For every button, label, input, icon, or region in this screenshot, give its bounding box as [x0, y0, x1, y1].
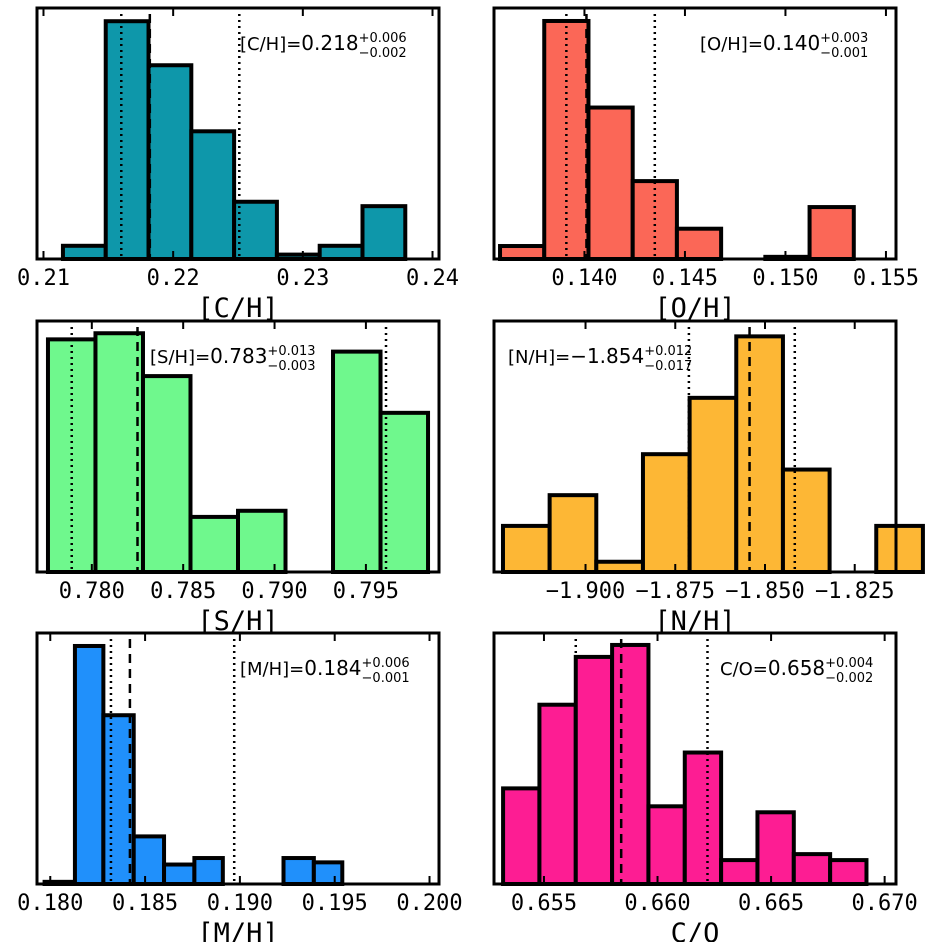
histogram-bar: [236, 508, 288, 574]
x-tick-label: 0.785: [150, 579, 216, 604]
histogram-bar: [140, 374, 193, 574]
histogram-bar: [630, 179, 679, 262]
x-tick-label: 0.190: [207, 891, 273, 916]
x-tick-label: −1.875: [636, 579, 715, 604]
x-tick-label: −1.825: [815, 579, 894, 604]
histogram-bar: [586, 105, 635, 261]
x-tick-label: 0.780: [59, 579, 125, 604]
histogram-bar: [610, 642, 651, 887]
histogram-panel-5: 0.180 0.185 0.190 0.195 0.200 [M/H] [M/H]=0.18…: [17, 631, 463, 942]
histogram-bar: [131, 834, 167, 886]
histogram-bar: [192, 856, 225, 887]
x-tick-label: 0.140: [551, 266, 617, 291]
x-axis-label: C/O: [671, 918, 720, 942]
histogram-bar: [317, 243, 365, 262]
histogram-panel-3: 0.780 0.785 0.790 0.795[S/H][S/H]=0.783+0.0…: [35, 319, 441, 637]
histogram-bar: [162, 862, 197, 887]
axes-frame: [35, 6, 441, 261]
histogram-panel-4: −1.900 −1.875 −1.850 −1.825[N/H][N/H]=−1.85…: [492, 319, 925, 637]
histogram-bar: [498, 244, 547, 262]
histogram-bar: [734, 334, 785, 574]
axes-frame: [492, 6, 898, 261]
median-annotation: C/O=0.658+0.004 −0.002: [720, 656, 873, 686]
histogram-bar: [188, 514, 240, 575]
x-tick-label: 0.195: [302, 891, 368, 916]
histogram-bar: [674, 226, 724, 261]
x-tick-label: −1.850: [725, 579, 804, 604]
x-tick-label: 0.660: [624, 891, 690, 916]
histogram-bar: [719, 858, 760, 886]
histogram-bar: [791, 852, 833, 886]
histogram-bar: [72, 643, 106, 887]
x-axis-label: [C/H]: [197, 293, 278, 324]
median-annotation: [M/H]=0.184+0.006 −0.001: [240, 656, 410, 686]
x-axis-label: [M/H]: [197, 918, 278, 942]
x-tick-label: 0.21: [17, 266, 70, 291]
median-annotation: [C/H]=0.218+0.006 −0.002: [240, 31, 407, 61]
histogram-bar: [101, 713, 136, 886]
histogram-bar: [146, 63, 194, 261]
histogram-bar: [93, 331, 145, 574]
histogram-bar: [500, 523, 552, 574]
x-tick-label: 0.200: [396, 891, 462, 916]
histogram-bar: [828, 858, 869, 886]
x-tick-label: 0.150: [752, 266, 818, 291]
x-tick-label: 0.23: [276, 266, 329, 291]
histogram-panel-6: 0.655 0.660 0.665 0.670 C/O C/O=0.658+0.004 −0…: [492, 631, 918, 942]
histogram-bar: [874, 523, 925, 574]
histogram-panel-2: 0.140 0.145 0.150 0.155 [O/H] [O/H]=0.140+0.0…: [492, 6, 919, 324]
x-tick-label: 0.665: [738, 891, 804, 916]
histogram-bar: [331, 349, 383, 574]
histogram-bar: [807, 205, 856, 262]
histogram-bar: [537, 702, 578, 887]
axes-frame: [492, 631, 898, 886]
histogram-bar: [378, 410, 431, 574]
histogram-bar: [360, 204, 408, 262]
histogram-panel-1: 0.21 0.22 0.23 0.24 [C/H] [C/H]=0.218+0.006 −0…: [17, 6, 459, 324]
histogram-bar: [755, 810, 796, 886]
x-tick-label: 0.155: [853, 266, 919, 291]
histogram-bar: [640, 452, 692, 575]
histogram-bar: [573, 654, 615, 887]
axes-frame: [35, 631, 441, 886]
median-annotation: [S/H]=0.783+0.013 −0.003: [150, 344, 316, 374]
histogram-bar: [103, 19, 151, 261]
x-tick-label: 0.145: [652, 266, 718, 291]
x-tick-label: 0.795: [333, 579, 399, 604]
histogram-bar: [60, 243, 108, 262]
histogram-bar: [780, 467, 832, 575]
x-tick-label: 0.180: [17, 891, 83, 916]
x-tick-label: 0.24: [406, 266, 459, 291]
x-tick-label: 0.790: [241, 579, 307, 604]
axes-frame: [35, 319, 441, 574]
histogram-bar: [682, 750, 724, 886]
x-tick-label: −1.900: [546, 579, 625, 604]
histogram-bar: [646, 804, 687, 886]
median-annotation: [O/H]=0.140+0.003 −0.001: [700, 31, 868, 61]
median-annotation: [N/H]=−1.854+0.012 −0.017: [508, 344, 692, 374]
x-axis-label: [O/H]: [654, 293, 735, 324]
x-tick-label: 0.655: [511, 891, 577, 916]
x-tick-label: 0.22: [147, 266, 200, 291]
axes-frame: [492, 319, 898, 574]
histogram-bar: [594, 559, 645, 575]
histogram-bar: [311, 860, 345, 886]
histogram-bar: [547, 493, 599, 574]
histogram-bar: [687, 395, 739, 574]
histogram-bar: [281, 856, 316, 887]
histogram-bar: [189, 129, 237, 261]
x-tick-label: 0.670: [852, 891, 918, 916]
x-tick-label: 0.185: [112, 891, 178, 916]
histogram-bar: [501, 786, 542, 887]
